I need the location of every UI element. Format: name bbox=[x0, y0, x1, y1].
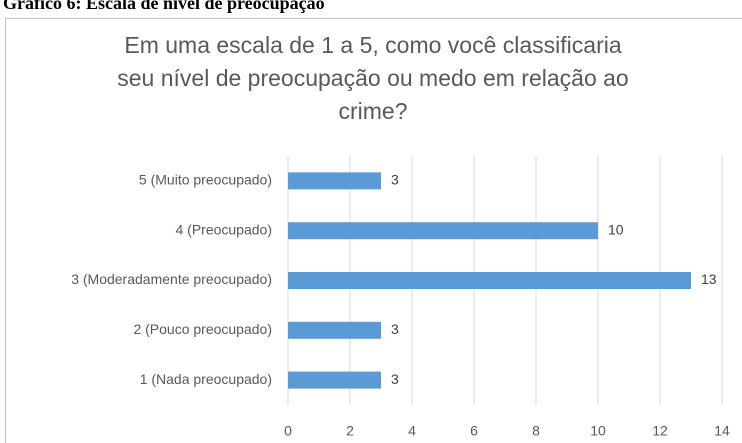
chart-title: seu nível de preocupação ou medo em rela… bbox=[117, 65, 628, 91]
y-tick-label: 5 (Muito preocupado) bbox=[139, 172, 272, 188]
value-label: 3 bbox=[391, 172, 399, 188]
bar bbox=[288, 172, 381, 190]
x-tick-label: 12 bbox=[652, 423, 668, 439]
bar bbox=[288, 272, 691, 289]
x-tick-label: 6 bbox=[470, 423, 478, 439]
chart-title: Em uma escala de 1 a 5, como você classi… bbox=[124, 32, 621, 58]
y-tick-label: 3 (Moderadamente preocupado) bbox=[71, 271, 272, 287]
x-tick-label: 0 bbox=[284, 423, 292, 439]
bar bbox=[288, 371, 381, 389]
chart-border bbox=[5, 18, 742, 443]
chart-title: crime? bbox=[338, 98, 407, 124]
y-tick-label: 4 (Preocupado) bbox=[175, 221, 272, 237]
x-tick-label: 14 bbox=[714, 423, 730, 439]
x-tick-label: 4 bbox=[408, 423, 416, 439]
x-tick-label: 2 bbox=[346, 423, 354, 439]
value-label: 3 bbox=[391, 371, 399, 387]
x-tick-label: 10 bbox=[590, 423, 606, 439]
bar bbox=[288, 222, 598, 240]
bar bbox=[288, 321, 381, 339]
value-label: 3 bbox=[391, 321, 399, 337]
y-tick-label: 1 (Nada preocupado) bbox=[140, 371, 272, 387]
figure-heading: Gráfico 6: Escala de nível de preocupaçã… bbox=[3, 0, 325, 13]
value-label: 10 bbox=[608, 221, 624, 237]
x-tick-label: 8 bbox=[532, 423, 540, 439]
value-label: 13 bbox=[701, 271, 717, 287]
y-tick-label: 2 (Pouco preocupado) bbox=[133, 321, 272, 337]
